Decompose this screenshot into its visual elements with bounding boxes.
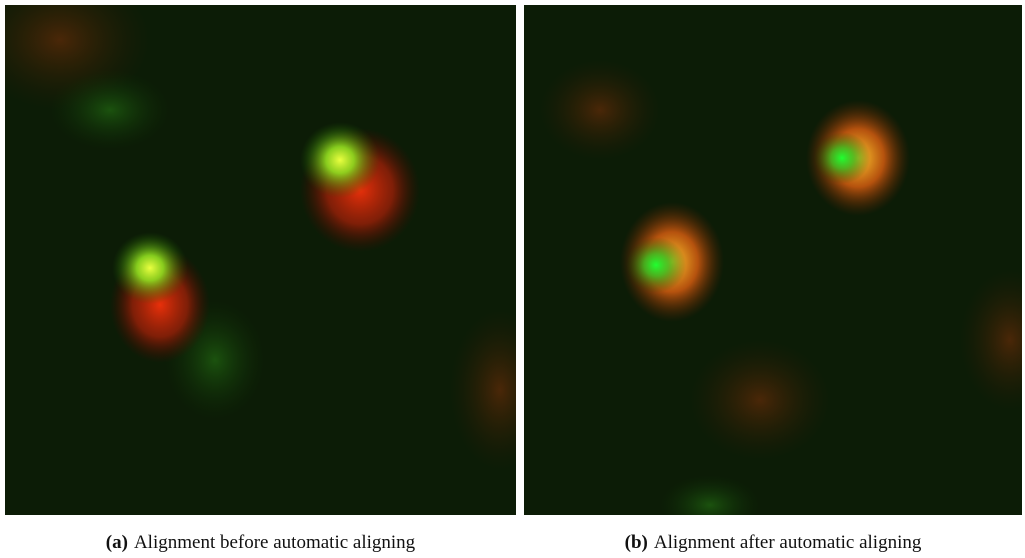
caption-b: (b) Alignment after automatic aligning [524, 532, 1022, 554]
image-after [524, 5, 1025, 520]
caption-a: (a) Alignment before automatic aligning [5, 532, 516, 554]
caption-text: Alignment after automatic aligning [654, 532, 922, 553]
image-before [0, 0, 550, 515]
caption-text: Alignment before automatic aligning [134, 532, 415, 553]
page: (a) Alignment before automatic aligning (… [0, 0, 1025, 558]
caption-label: (a) [106, 532, 128, 553]
caption-label: (b) [625, 532, 648, 553]
figure-images [0, 0, 1025, 520]
